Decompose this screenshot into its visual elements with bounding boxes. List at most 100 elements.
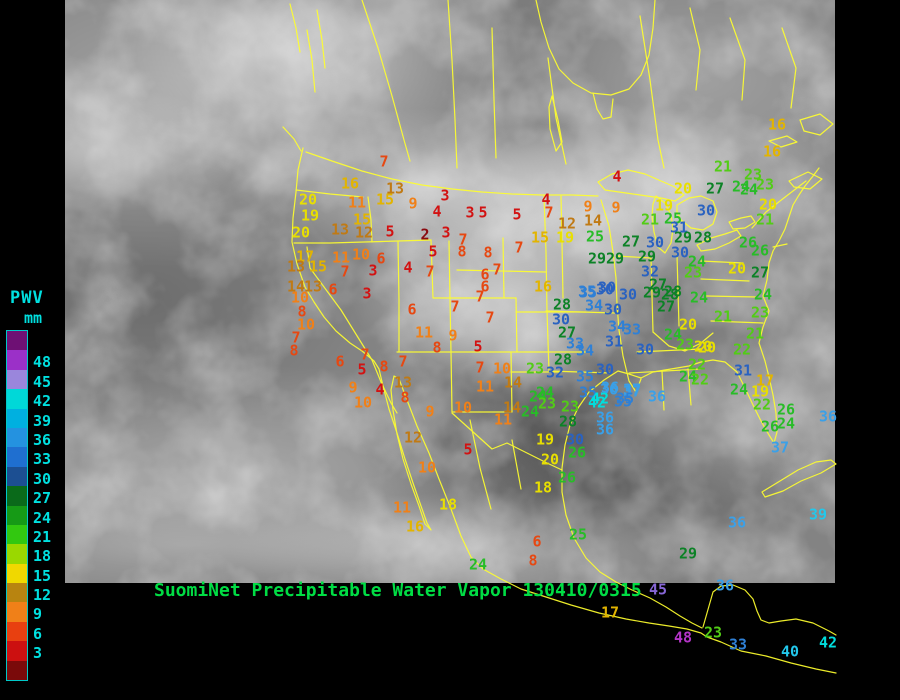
- pwv-station-value: 5: [385, 222, 395, 241]
- pwv-station-value: 32: [545, 363, 565, 382]
- pwv-station-value: 4: [541, 190, 551, 209]
- pwv-station-value: 20: [673, 179, 693, 198]
- pwv-station-value: 10: [492, 359, 512, 378]
- pwv-station-value: 3: [368, 261, 378, 280]
- legend-swatch: 18: [7, 544, 51, 565]
- pwv-station-value: 23: [537, 394, 557, 413]
- pwv-station-value: 16: [762, 142, 782, 161]
- pwv-station-value: 27: [705, 179, 725, 198]
- pwv-station-value: 18: [438, 495, 458, 514]
- pwv-station-value: 30: [696, 201, 716, 220]
- pwv-station-value: 27: [557, 323, 577, 342]
- pwv-station-value: 28: [660, 285, 680, 304]
- pwv-station-value: 15: [530, 228, 550, 247]
- pwv-station-value: 36: [727, 513, 747, 532]
- pwv-station-value: 5: [357, 360, 367, 379]
- pwv-station-value: 19: [535, 430, 555, 449]
- pwv-station-value: 7: [340, 262, 350, 281]
- pwv-station-value: 30: [603, 300, 623, 319]
- pwv-station-value: 19: [654, 196, 674, 215]
- legend-value: 36: [33, 430, 52, 449]
- pwv-station-value: 19: [555, 228, 575, 247]
- legend-value: 33: [33, 450, 52, 469]
- pwv-station-value: 10: [453, 398, 473, 417]
- legend-value: 45: [33, 372, 52, 391]
- legend-swatch: 24: [7, 505, 51, 527]
- pwv-station-value: 10: [351, 245, 371, 264]
- pwv-station-value: 26: [776, 400, 796, 419]
- pwv-station-value: 7: [475, 287, 485, 306]
- pwv-station-value: 36: [595, 420, 615, 439]
- pwv-station-value: 9: [611, 198, 621, 217]
- pwv-station-value: 30: [565, 430, 585, 449]
- pwv-legend: PWV mm 48 45 42 39 36 33 30 27 24 21 18 15 12 9 6 3: [6, 288, 51, 682]
- pwv-station-value: 29: [587, 249, 607, 268]
- pwv-station-value: 20: [697, 338, 717, 357]
- pwv-station-value: 26: [557, 468, 577, 487]
- pwv-station-value: 24: [687, 252, 707, 271]
- pwv-station-value: 6: [480, 277, 490, 296]
- pwv-station-value: 28: [558, 412, 578, 431]
- legend-value: 42: [33, 392, 52, 411]
- pwv-station-value: 6: [335, 352, 345, 371]
- pwv-station-value: 9: [448, 326, 458, 345]
- pwv-station-value: 14: [583, 211, 603, 230]
- pwv-station-value: 16: [767, 115, 787, 134]
- pwv-station-value: 22: [690, 370, 710, 389]
- pwv-station-value: 25: [585, 227, 605, 246]
- legend-value: 12: [33, 586, 52, 605]
- pwv-station-value: 4: [403, 258, 413, 277]
- pwv-station-value: 23: [743, 165, 763, 184]
- legend-value: 21: [33, 527, 52, 546]
- legend-value: 48: [33, 353, 52, 372]
- pwv-station-value: 32: [640, 262, 660, 281]
- pwv-station-value: 23: [755, 175, 775, 194]
- pwv-station-value: 36: [715, 576, 735, 595]
- pwv-station-value: 30: [670, 243, 690, 262]
- pwv-station-value: 5: [478, 203, 488, 222]
- legend-swatch: 3: [7, 641, 42, 662]
- pwv-station-value: 7: [450, 297, 460, 316]
- legend-value: 30: [33, 469, 52, 488]
- pwv-station-value: 39: [808, 505, 828, 524]
- pwv-station-value: 37: [622, 382, 642, 401]
- pwv-station-value: 23: [703, 623, 723, 642]
- pwv-station-value: 26: [567, 443, 587, 462]
- pwv-station-value: 8: [379, 357, 389, 376]
- pwv-station-value: 42: [587, 393, 607, 412]
- pwv-station-value: 23: [683, 263, 703, 282]
- legend-unit: mm: [24, 309, 43, 327]
- pwv-station-value: 11: [331, 248, 351, 267]
- legend-swatch: 21: [7, 524, 51, 546]
- pwv-station-value: 23: [750, 303, 770, 322]
- pwv-station-value: 29: [637, 247, 657, 266]
- pwv-station-value: 16: [533, 277, 553, 296]
- pwv-station-value: 24: [520, 402, 540, 421]
- pwv-station-value: 12: [557, 214, 577, 233]
- pwv-station-value: 11: [414, 323, 434, 342]
- pwv-station-value: 28: [553, 350, 573, 369]
- pwv-station-value: 7: [492, 260, 502, 279]
- legend-swatch: 9: [7, 602, 42, 623]
- pwv-station-value: 35: [578, 283, 598, 302]
- legend-swatch: 30: [7, 466, 51, 488]
- pwv-station-value: 24: [689, 288, 709, 307]
- pwv-station-value: 33: [728, 635, 748, 654]
- pwv-station-value: 33: [622, 320, 642, 339]
- pwv-station-value: 9: [408, 194, 418, 213]
- pwv-station-value: 9: [583, 197, 593, 216]
- pwv-station-value: 20: [693, 337, 713, 356]
- pwv-station-value: 48: [673, 628, 693, 647]
- pwv-station-value: 20: [298, 190, 318, 209]
- pwv-station-value: 7: [475, 358, 485, 377]
- pwv-station-value: 10: [353, 393, 373, 412]
- pwv-station-value: 13: [393, 373, 413, 392]
- pwv-station-value: 26: [750, 241, 770, 260]
- pwv-station-value: 11: [392, 498, 412, 517]
- legend-swatch: 48: [7, 350, 51, 371]
- pwv-station-value: 7: [485, 308, 495, 327]
- pwv-station-value: 24: [678, 367, 698, 386]
- pwv-station-value: 13: [330, 220, 350, 239]
- pwv-station-value: 20: [678, 315, 698, 334]
